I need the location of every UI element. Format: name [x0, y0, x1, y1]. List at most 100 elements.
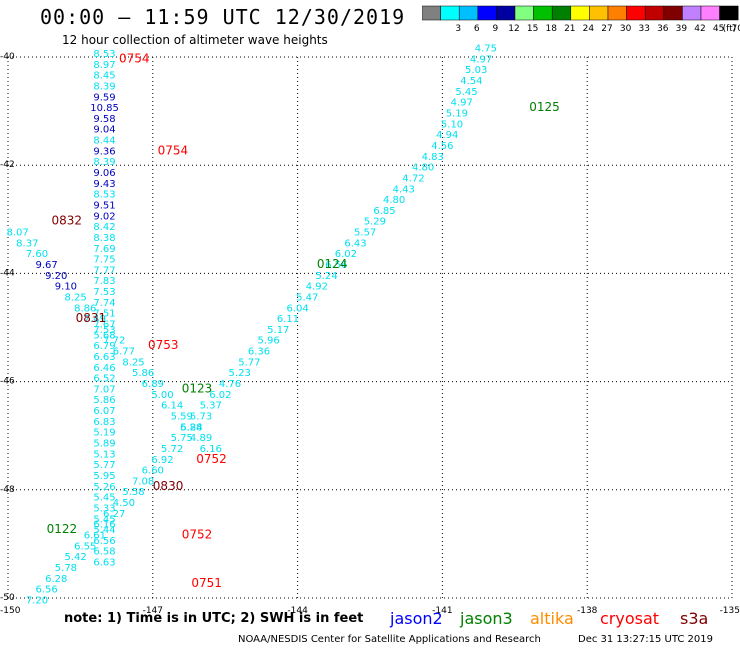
wave-height-point: 8.07 — [7, 228, 29, 239]
y-tick-label: -46 — [0, 377, 15, 387]
x-tick-label: -144 — [287, 606, 308, 616]
pass-time-label: 0754 — [158, 143, 189, 157]
pass-time-label: 0832 — [51, 214, 82, 228]
wave-height-point: 7.51 — [93, 309, 115, 320]
scale-label: 42 — [694, 24, 705, 34]
wave-height-point: 8.38 — [93, 233, 115, 244]
y-tick-label: -48 — [0, 485, 15, 495]
wave-height-point: 4.54 — [460, 76, 482, 87]
scale-label: 24 — [583, 24, 595, 34]
x-tick-label: -138 — [577, 606, 598, 616]
wave-height-point: 6.28 — [45, 574, 67, 585]
wave-height-point: 5.77 — [93, 460, 115, 471]
wave-height-point: 6.89 — [142, 379, 164, 390]
wave-height-point: 6.56 — [93, 536, 115, 547]
wave-height-point: 5.47 — [296, 292, 318, 303]
pass-time-label: 0831 — [76, 311, 107, 325]
wave-height-point: 4.92 — [306, 282, 328, 293]
wave-height-point: 5.78 — [55, 563, 77, 574]
wave-height-point: 6.77 — [113, 347, 135, 358]
wave-height-point: 6.55 — [74, 541, 96, 552]
pass-time-label: 0752 — [182, 527, 213, 541]
scale-label: 6 — [474, 24, 480, 34]
wave-height-point: 6.83 — [93, 417, 115, 428]
scale-label: 27 — [601, 24, 612, 34]
scale-label: 12 — [508, 24, 519, 34]
satellite-legend-jason3: jason3 — [459, 609, 513, 628]
wave-height-point: 5.26 — [93, 482, 115, 493]
wave-height-point: 5.86 — [132, 368, 154, 379]
satellite-legend-s3a: s3a — [680, 609, 708, 628]
scale-label: 33 — [638, 24, 649, 34]
wave-height-point: 8.44 — [93, 136, 115, 147]
scale-label: 15 — [527, 24, 538, 34]
wave-height-point: 9.36 — [93, 146, 115, 157]
wave-height-point: 4.80 — [383, 195, 405, 206]
scale-label: 70 — [731, 24, 740, 34]
wave-height-point: 8.37 — [16, 238, 38, 249]
color-scale-legend: 36912151821242730333639424570(ft) — [422, 5, 740, 34]
scale-unit: (ft) — [723, 24, 737, 34]
wave-height-point: 7.77 — [93, 265, 115, 276]
wave-height-point: 5.77 — [238, 357, 260, 368]
wave-height-point: 7.07 — [93, 384, 115, 395]
wave-height-point: 5.13 — [93, 449, 115, 460]
scale-label: 45 — [713, 24, 724, 34]
wave-height-point: 9.59 — [93, 92, 115, 103]
wave-height-point: 5.68 — [93, 330, 115, 341]
wave-height-point: 8.86 — [74, 303, 96, 314]
wave-height-point: 8.97 — [93, 60, 115, 71]
wave-height-point: 5.24 — [315, 271, 337, 282]
wave-height-point: 8.53 — [93, 49, 115, 60]
x-tick-label: -141 — [432, 606, 452, 616]
y-tick-label: -40 — [0, 52, 15, 62]
wave-height-point: 7.53 — [93, 287, 115, 298]
wave-height-point: 6.24 — [180, 422, 202, 433]
wave-height-point: 6.02 — [335, 249, 357, 260]
x-tick-label: -135 — [720, 606, 740, 616]
y-tick-label: -42 — [0, 160, 15, 170]
wave-height-point: 5.73 — [190, 411, 212, 422]
wave-height-point: 6.02 — [209, 390, 231, 401]
wave-height-point: 5.45 — [93, 514, 115, 525]
wave-height-point: 5.89 — [93, 439, 115, 450]
wave-height-point: 4.56 — [431, 141, 453, 152]
wave-height-point: 5.10 — [441, 119, 463, 130]
wave-height-point: 5.23 — [229, 368, 251, 379]
wave-height-point: 9.04 — [93, 125, 115, 136]
wave-height-point: 6.79 — [93, 341, 115, 352]
wave-height-point: 5.00 — [151, 390, 173, 401]
wave-height-point: 6.16 — [200, 444, 222, 455]
wave-height-point: 7.49 — [84, 314, 106, 325]
wave-height-point: 7.53 — [93, 325, 115, 336]
wave-height-point: 4.43 — [393, 184, 415, 195]
wave-height-point: 7.75 — [93, 255, 115, 266]
wave-height-point: 4.75 — [475, 44, 497, 55]
wave-height-point: 5.33 — [93, 503, 115, 514]
pass-time-label: 0752 — [196, 452, 227, 466]
chart-subtitle: 12 hour collection of altimeter wave hei… — [62, 33, 328, 47]
wave-height-point: 5.75 — [171, 433, 193, 444]
wave-height-point: 9.43 — [93, 179, 115, 190]
wave-height-point: 5.29 — [364, 217, 386, 228]
pass-time-label: 0125 — [529, 100, 560, 114]
wave-height-point: 4.76 — [219, 379, 241, 390]
scale-label: 36 — [657, 24, 669, 34]
wave-height-point: 6.60 — [142, 466, 164, 477]
footer-credit: NOAA/NESDIS Center for Satellite Applica… — [238, 634, 541, 645]
pass-time-label: 0124 — [317, 257, 348, 271]
satellite-legend-cryosat: cryosat — [600, 609, 659, 628]
scale-label: 3 — [455, 24, 461, 34]
y-tick-label: -44 — [0, 268, 15, 278]
wave-height-point: 8.39 — [93, 81, 115, 92]
wave-height-point: 6.85 — [373, 206, 395, 217]
wave-height-point: 6.16 — [93, 520, 115, 531]
satellite-legend-altika: altika — [530, 609, 574, 628]
wave-height-point: 4.94 — [436, 130, 458, 141]
wave-height-point: 5.59 — [171, 411, 193, 422]
wave-height-point: 5.72 — [161, 444, 183, 455]
wave-height-point: 6.14 — [161, 401, 183, 412]
wave-height-point: 5.03 — [465, 65, 487, 76]
scale-label: 30 — [620, 24, 632, 34]
wave-height-point: 5.37 — [200, 401, 222, 412]
